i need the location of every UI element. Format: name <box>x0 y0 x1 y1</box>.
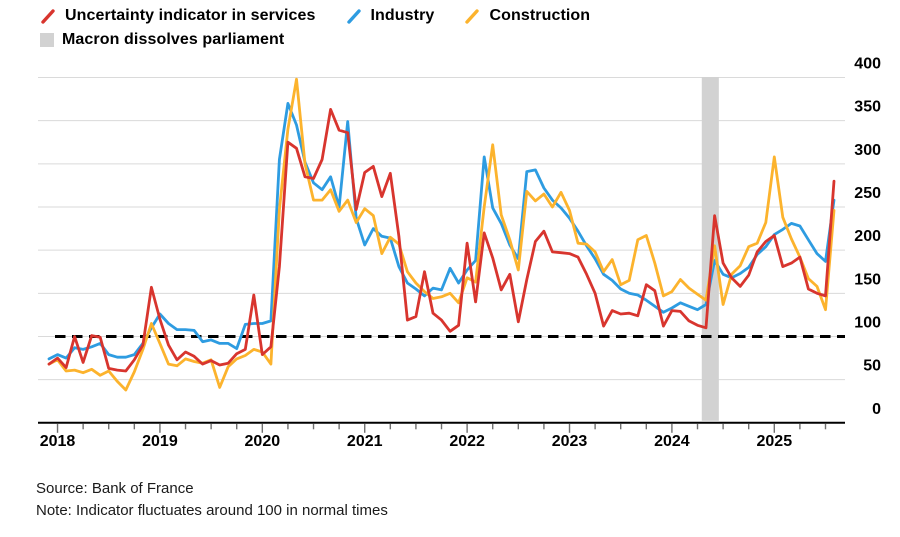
y-axis-value-label: 250 <box>854 185 881 202</box>
x-axis-year-label: 2023 <box>552 433 588 450</box>
band-swatch-icon <box>40 33 54 47</box>
x-axis-year-label: 2021 <box>347 433 383 450</box>
legend-item-industry: Industry <box>346 7 435 25</box>
legend-label-industry: Industry <box>370 7 435 24</box>
construction-line-swatch-icon <box>465 8 480 24</box>
industry-line-swatch-icon <box>346 8 361 24</box>
legend-row-series: Uncertainty indicator in services Indust… <box>40 4 590 28</box>
dissolution-band <box>701 77 719 421</box>
legend-label-services: Uncertainty indicator in services <box>65 7 316 24</box>
y-axis-value-label: 350 <box>854 99 881 116</box>
x-axis-year-label: 2025 <box>757 433 793 450</box>
x-axis-year-label: 2018 <box>40 433 76 450</box>
legend-label-construction: Construction <box>489 7 591 24</box>
y-axis-value-label: 50 <box>863 358 881 375</box>
series-line-uncertainty-indicator-in-services <box>47 108 836 373</box>
y-axis-value-label: 0 <box>872 401 881 418</box>
source-text: Source: Bank of France <box>36 480 194 497</box>
legend-label-dissolution: Macron dissolves parliament <box>62 31 285 48</box>
legend-item-construction: Construction <box>464 7 590 25</box>
chart-footer: Source: Bank of France Note: Indicator f… <box>36 478 388 522</box>
series-line-construction <box>47 77 836 392</box>
x-axis-year-label: 2019 <box>142 433 178 450</box>
y-axis-value-label: 200 <box>854 228 881 245</box>
x-axis-year-label: 2020 <box>245 433 281 450</box>
chart-legend: Uncertainty indicator in services Indust… <box>40 4 590 52</box>
uncertainty-line-chart: 2018 2019 2020 2021 2022 2023 2024 2025 0 50 100 15… <box>38 56 881 450</box>
y-axis-value-label: 100 <box>854 314 881 331</box>
y-axis-value-label: 300 <box>854 142 881 159</box>
y-axis-value-label: 400 <box>854 56 881 73</box>
note-text: Note: Indicator fluctuates around 100 in… <box>36 502 388 519</box>
services-line-swatch-icon <box>41 8 55 24</box>
x-axis-year-label: 2024 <box>654 433 690 450</box>
legend-row-band: Macron dissolves parliament <box>40 28 590 52</box>
series-line-industry <box>47 102 836 361</box>
legend-item-dissolution-band: Macron dissolves parliament <box>40 31 284 49</box>
x-axis-year-label: 2022 <box>449 433 485 450</box>
y-axis-value-label: 150 <box>854 271 881 288</box>
legend-item-services: Uncertainty indicator in services <box>40 7 316 25</box>
